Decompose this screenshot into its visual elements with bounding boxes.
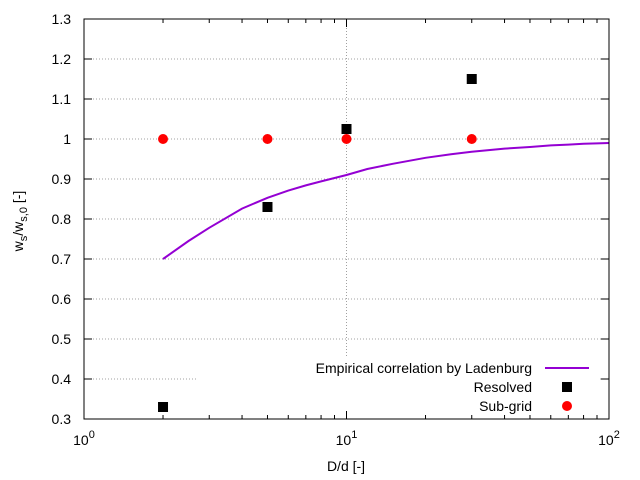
y-tick-label: 0.7 <box>52 251 72 267</box>
x-tick-labels: 100 101 102 <box>73 429 620 448</box>
x-tick-label: 100 <box>73 429 95 448</box>
legend-box <box>196 356 600 418</box>
series-layer <box>158 74 610 412</box>
resolved-point <box>262 202 273 212</box>
y-tick-label: 0.4 <box>52 371 72 387</box>
y-tick-label: 0.9 <box>52 171 72 187</box>
y-tick-label: 1 <box>63 131 71 147</box>
tick-marks <box>83 18 610 420</box>
y-tick-label: 0.6 <box>52 291 72 307</box>
x-tick-label: 101 <box>336 429 358 448</box>
sub-grid-point <box>341 134 352 144</box>
resolved-point <box>341 124 352 134</box>
y-tick-labels: 0.3 0.4 0.5 0.6 0.7 0.8 0.9 1 1.1 1.2 1.3 <box>52 11 72 427</box>
resolved-point <box>158 402 169 412</box>
resolved-point <box>466 74 477 84</box>
y-tick-label: 1.3 <box>52 11 72 27</box>
legend-square-sample <box>562 382 572 392</box>
legend: Empirical correlation by Ladenburg Resolv… <box>316 360 589 414</box>
y-tick-label: 1.1 <box>52 91 72 107</box>
y-tick-label: 0.3 <box>52 411 72 427</box>
y-tick-label: 1.2 <box>52 51 72 67</box>
legend-background <box>196 356 600 418</box>
legend-label: Resolved <box>474 379 532 395</box>
sub-grid-point <box>158 134 169 144</box>
y-axis-label: ws/ws,0 [-] <box>10 191 30 253</box>
x-axis-label: D/d [-] <box>327 458 365 474</box>
y-tick-label: 0.8 <box>52 211 72 227</box>
legend-label: Empirical correlation by Ladenburg <box>316 360 532 376</box>
grid-lines <box>84 19 609 419</box>
ladenburg-correlation-line <box>162 142 610 260</box>
legend-circle-sample <box>562 401 572 411</box>
sub-grid-point <box>262 134 273 144</box>
legend-label: Sub-grid <box>479 398 532 414</box>
y-tick-label: 0.5 <box>52 331 72 347</box>
sub-grid-point <box>466 134 477 144</box>
x-tick-label: 102 <box>598 429 620 448</box>
